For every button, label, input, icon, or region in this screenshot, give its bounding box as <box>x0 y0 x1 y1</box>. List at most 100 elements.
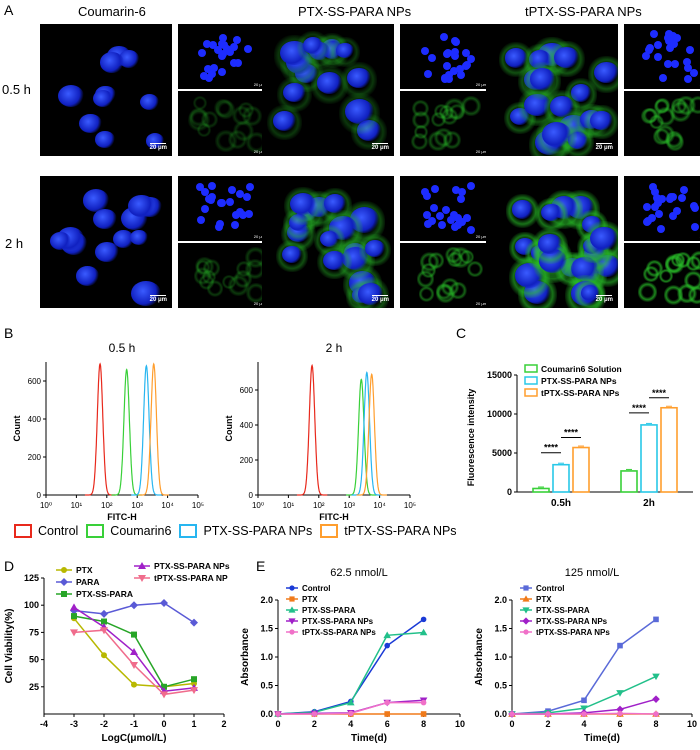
data-point <box>509 711 515 717</box>
cell-nucleus <box>75 265 100 286</box>
data-point <box>384 642 390 649</box>
green-cell <box>416 270 435 288</box>
nucleus-dot <box>431 184 440 193</box>
tick-label: 10³ <box>131 501 143 510</box>
cell-nucleus <box>528 50 551 70</box>
data-point <box>289 585 295 591</box>
data-point <box>289 596 295 602</box>
legend-swatch <box>524 364 538 373</box>
cell-nucleus <box>537 233 562 255</box>
legend-label: PTX-SS-PARA <box>76 589 133 599</box>
nucleus-dot <box>219 40 228 49</box>
data-point <box>161 683 167 690</box>
nucleus-dot <box>213 45 222 54</box>
fluorescence-bar-chart: 0 5000 10000 15000 Fluorescence intensity 0.5… <box>466 364 693 509</box>
nucleus-dot <box>686 45 695 54</box>
green-cell <box>655 124 675 144</box>
legend-label-tptx: tPTX-SS-PARA NPs <box>344 524 457 538</box>
nucleus-dot <box>218 199 227 208</box>
cell-nucleus <box>541 122 571 147</box>
panel-letter-e: E <box>256 558 266 574</box>
data-point <box>130 601 138 610</box>
bar-ptx-ss-para-nps <box>640 424 658 493</box>
nucleus-dot <box>457 71 466 80</box>
tick-label: 1.5 <box>494 624 507 634</box>
legend-swatch-tptx <box>320 524 339 538</box>
green-cell <box>241 105 263 126</box>
micrograph-merged: 20 μm <box>40 176 172 308</box>
cell-nucleus <box>549 96 575 117</box>
cell-nucleus <box>594 62 618 84</box>
nucleus-dot <box>451 186 460 195</box>
cell-nucleus <box>590 110 613 131</box>
green-cell <box>227 275 249 297</box>
micrograph-dapi: 20 μm <box>624 24 700 89</box>
green-cell <box>637 282 657 302</box>
significance-label: **** <box>652 388 667 398</box>
y-axis-label: Count <box>224 416 234 442</box>
cell-nucleus <box>112 230 134 248</box>
cell-nucleus <box>511 200 534 219</box>
nucleus-dot <box>424 70 432 79</box>
histogram-series-ptx-ss-para-nps <box>131 364 162 496</box>
micrograph-merged: 20 μm <box>262 24 394 156</box>
green-cell <box>683 271 700 291</box>
x-axis-label: FITC-H <box>107 512 137 520</box>
tick-label: 2 <box>545 719 550 729</box>
nucleus-dot <box>209 40 218 49</box>
cell-nucleus <box>509 107 531 126</box>
series-para <box>70 599 198 627</box>
nucleus-dot <box>422 191 431 200</box>
nucleus-dot <box>441 206 450 215</box>
scale-bar: 20 μm <box>149 145 167 151</box>
tick-label: 1.0 <box>494 652 507 662</box>
column-header-ptx-nps: PTX-SS-PARA NPs <box>298 4 412 19</box>
nucleus-dot <box>670 39 679 48</box>
green-cell <box>195 257 215 277</box>
micrograph-dapi: 20 μm <box>624 176 700 241</box>
green-cell <box>440 108 458 126</box>
cell-nucleus <box>335 42 354 59</box>
data-point <box>384 699 390 706</box>
green-cell <box>443 131 461 149</box>
nucleus-dot <box>458 218 467 227</box>
tick-label: 6 <box>385 719 390 729</box>
micrograph-merged: 20 μm <box>40 24 172 156</box>
nucleus-dot <box>649 183 658 192</box>
nucleus-dot <box>654 198 663 207</box>
nucleus-dot <box>203 64 212 73</box>
nucleus-dot <box>672 34 681 43</box>
nucleus-dot <box>430 203 439 212</box>
tick-label: -3 <box>70 719 78 729</box>
nucleus-dot <box>205 195 214 204</box>
cell-nucleus <box>524 93 551 117</box>
data-point <box>100 609 108 618</box>
micrograph-green: 20 μm <box>178 91 268 156</box>
green-cell <box>206 280 224 297</box>
tick-label: 0 <box>249 491 254 500</box>
cell-nucleus <box>319 230 340 248</box>
green-cell <box>449 104 465 120</box>
green-cell <box>188 109 211 132</box>
tick-label: 10⁴ <box>373 501 386 510</box>
nucleus-dot <box>457 188 466 197</box>
data-point <box>522 595 530 602</box>
nucleus-dot <box>230 221 239 230</box>
green-cell <box>244 247 267 269</box>
cell-nucleus <box>92 90 114 108</box>
category-label: 2h <box>643 498 655 509</box>
green-cell <box>676 95 696 115</box>
bar-tptx-ss-para-nps <box>572 446 590 493</box>
tick-label: -1 <box>130 719 138 729</box>
green-cell <box>411 133 428 150</box>
green-cell <box>642 108 658 124</box>
tick-label: 0.5 <box>494 681 507 691</box>
nucleus-dot <box>449 67 458 76</box>
panel-letter-a: A <box>4 2 14 18</box>
green-cell <box>221 275 237 290</box>
tick-label: 8 <box>653 719 658 729</box>
data-point <box>523 629 529 635</box>
data-point <box>545 711 551 717</box>
green-cell <box>439 105 455 121</box>
green-cell <box>246 282 267 303</box>
